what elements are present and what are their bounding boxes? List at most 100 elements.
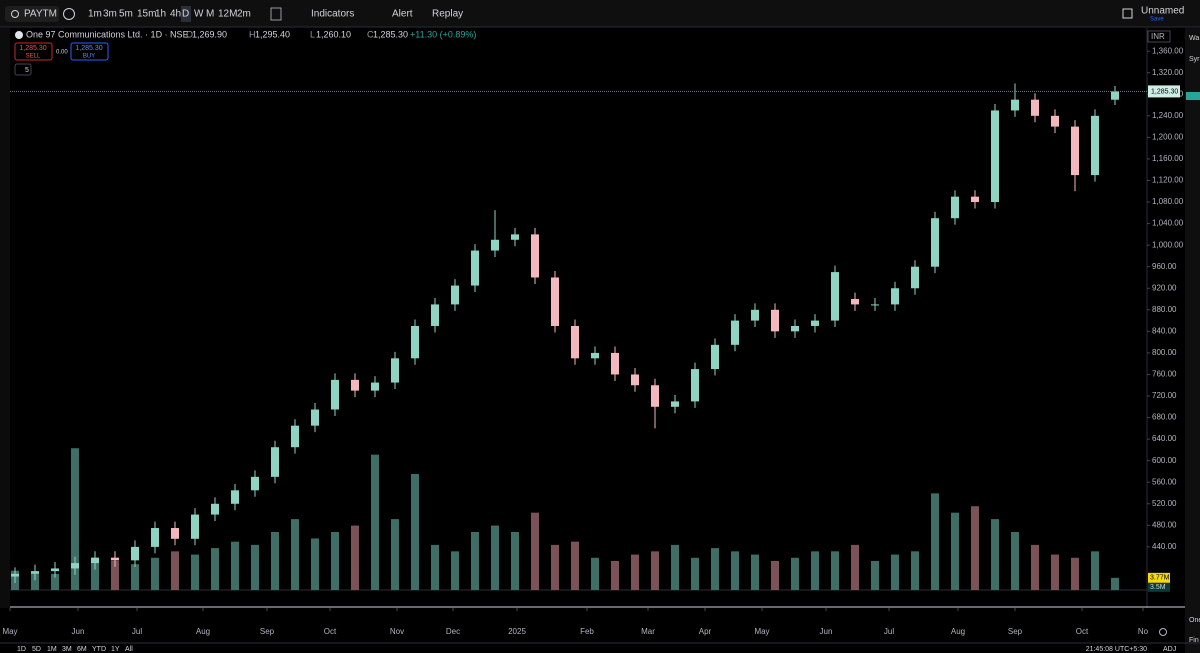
y-tick-label: 760.00 [1152, 370, 1177, 379]
candle-body [391, 358, 399, 383]
y-tick-label: 1,040.00 [1152, 219, 1184, 228]
toolbar-button[interactable]: Replay [432, 9, 463, 20]
candle-body [1011, 99, 1019, 111]
toolbar-button[interactable]: Alert [392, 9, 413, 20]
candle-body [251, 476, 259, 491]
active-interval [181, 6, 191, 22]
interval[interactable]: 5m [119, 9, 133, 20]
y-tick-label: 1,200.00 [1152, 132, 1184, 141]
candle-body [651, 385, 659, 407]
candle-body [451, 285, 459, 305]
range-button[interactable]: 5D [32, 646, 41, 653]
adjust[interactable]: ADJ [1163, 646, 1176, 653]
y-tick-label: 1,120.00 [1152, 176, 1184, 185]
volume-bar [1091, 551, 1099, 590]
x-tick-label: Aug [951, 627, 965, 636]
layout-icon[interactable] [1122, 8, 1133, 19]
candle-body [211, 503, 219, 515]
candle-body [771, 309, 779, 332]
candle-body [531, 234, 539, 278]
volume-bar [1051, 554, 1059, 590]
y-tick-label: 1,000.00 [1152, 240, 1184, 249]
candle-body [691, 369, 699, 402]
y-tick-label: 600.00 [1152, 456, 1177, 465]
symbol-box[interactable] [5, 6, 59, 22]
candle-body [931, 218, 939, 267]
interval[interactable]: D [182, 9, 189, 20]
save[interactable]: Save [1150, 17, 1164, 23]
left-toolbar [0, 28, 10, 608]
compare-button[interactable] [63, 8, 75, 20]
interval[interactable]: 4h [170, 9, 181, 20]
range-button[interactable]: YTD [92, 646, 106, 653]
volume-bar [51, 573, 59, 590]
x-tick-label: Mar [641, 627, 655, 636]
volume-bar [751, 554, 759, 590]
candle-body [791, 325, 799, 332]
candle-body [611, 352, 619, 375]
volume-bar [451, 551, 459, 590]
y-tick-label: 1,080.00 [1152, 197, 1184, 206]
volume-bar [731, 551, 739, 590]
sell-price: 1,285.30 [19, 45, 46, 52]
volume-bar [31, 573, 39, 590]
interval[interactable]: 1m [88, 9, 102, 20]
x-tick-label: No [1138, 627, 1149, 636]
candle-body [871, 304, 879, 306]
range-button[interactable]: 1D [17, 646, 26, 653]
range-button[interactable]: 3M [62, 646, 72, 653]
range-button[interactable]: 1M [47, 646, 57, 653]
volume-bar [291, 519, 299, 590]
candle-body [11, 573, 19, 577]
volume-bar [191, 554, 199, 590]
chart-type-icon[interactable] [270, 7, 282, 21]
settings-icon[interactable] [1159, 628, 1167, 636]
interval[interactable]: 1h [155, 9, 166, 20]
volume-bar [671, 544, 679, 590]
candle-body [151, 528, 159, 547]
currency-box[interactable] [1147, 30, 1171, 43]
y-tick-label: 1,240.00 [1152, 111, 1184, 120]
candle-body [71, 563, 79, 569]
interval[interactable]: 15m [137, 9, 156, 20]
side-panel-text: Fin [1189, 637, 1199, 644]
range-button[interactable]: 1Y [111, 646, 120, 653]
interval[interactable]: M [206, 9, 214, 20]
volume-bar [1111, 577, 1119, 590]
x-tick-label: Jul [884, 627, 894, 636]
candle-body [31, 571, 39, 574]
range-button[interactable]: All [125, 646, 133, 653]
ohlc-value: 1,260.10 [316, 29, 351, 39]
volume-bar [111, 561, 119, 590]
volume-bar [611, 561, 619, 590]
layout-name[interactable]: Unnamed [1141, 6, 1184, 17]
range-button[interactable]: 6M [77, 646, 87, 653]
interval[interactable]: 2m [237, 9, 251, 20]
toolbar-button[interactable]: Indicators [311, 9, 354, 20]
candle-body [951, 196, 959, 219]
x-tick-label: Feb [580, 627, 594, 636]
interval[interactable]: 3m [103, 9, 117, 20]
volume-bar [591, 557, 599, 590]
buy-button[interactable] [70, 42, 109, 61]
volume-bar [551, 544, 559, 590]
x-tick-label: Nov [390, 627, 404, 636]
y-tick-label: 880.00 [1152, 305, 1177, 314]
candle-body [351, 379, 359, 391]
y-tick-label: 840.00 [1152, 326, 1177, 335]
volume-bar [311, 538, 319, 590]
interval[interactable]: W [194, 9, 204, 20]
side-panel-text: One [1189, 617, 1200, 624]
lots-box[interactable] [14, 63, 32, 76]
sell-button[interactable] [14, 42, 53, 61]
interval[interactable]: 12M [218, 9, 237, 20]
volume-bar [1031, 544, 1039, 590]
y-tick-label: 680.00 [1152, 413, 1177, 422]
symbol[interactable]: PAYTM [24, 9, 57, 20]
y-tick-label: 560.00 [1152, 477, 1177, 486]
ohlc-key: O [186, 29, 193, 39]
volume-bar [351, 525, 359, 590]
spread: 0.00 [56, 50, 68, 56]
candle-body [571, 325, 579, 359]
volume-bar [631, 554, 639, 590]
